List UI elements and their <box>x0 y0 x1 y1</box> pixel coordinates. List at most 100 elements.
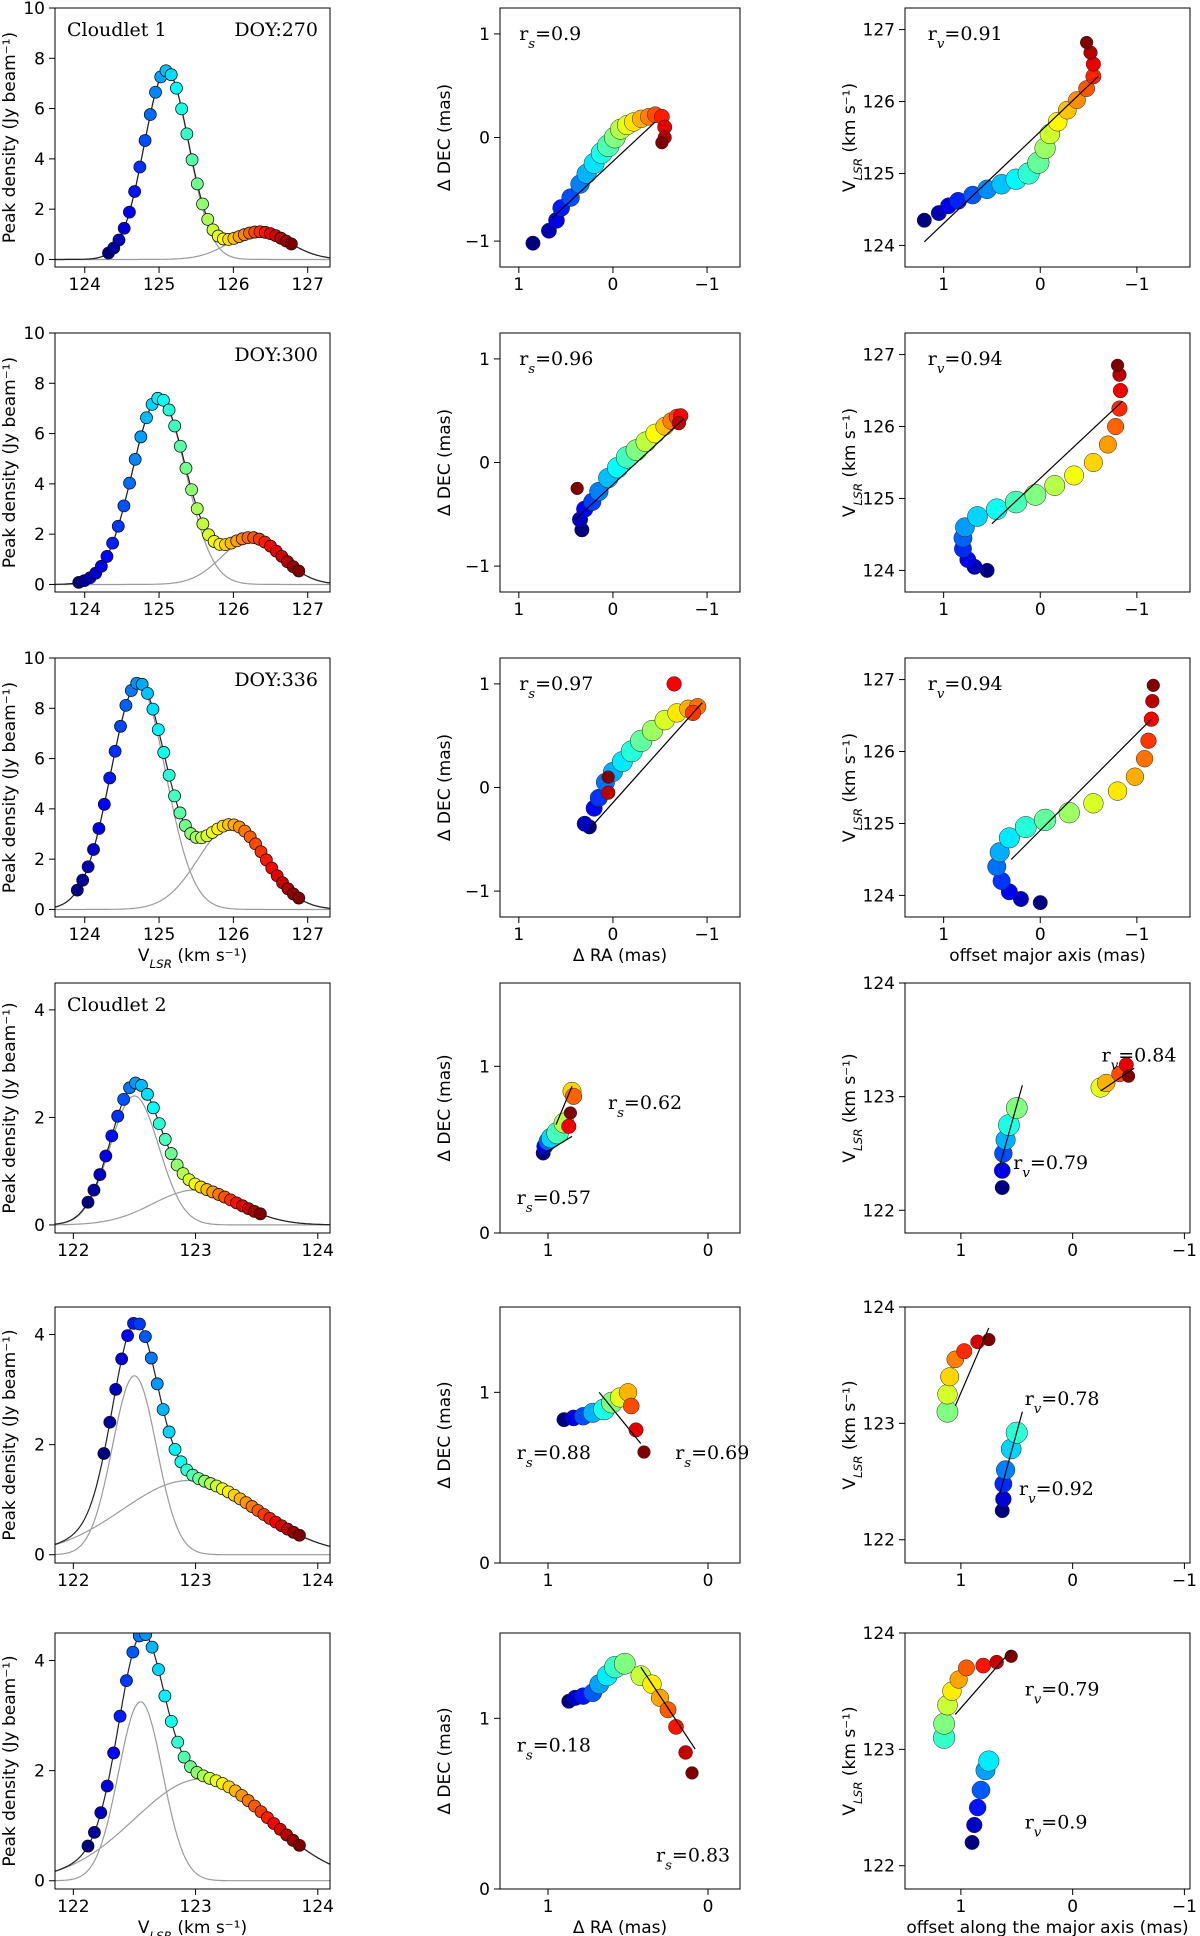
plot-frame <box>499 7 741 268</box>
plot-frame <box>499 332 741 593</box>
x-tick-label: 126 <box>217 275 249 295</box>
spectrum-point <box>88 1825 101 1839</box>
correlation-annotation: rv=0.94 <box>928 673 1003 702</box>
spot-point <box>966 1816 983 1834</box>
x-tick-label: 1 <box>955 1897 966 1917</box>
plot-frame <box>499 1306 741 1564</box>
y-tick-label: 125 <box>863 164 895 184</box>
spot-point <box>1112 382 1129 399</box>
x-tick-label: 123 <box>179 1571 211 1591</box>
y-tick-label: 1 <box>479 1709 490 1729</box>
y-axis-label: Δ DEC (mas) <box>435 1381 455 1488</box>
spectrum-point <box>138 1330 152 1344</box>
y-tick-label: 2 <box>34 1762 45 1782</box>
x-tick-label: 124 <box>69 600 101 620</box>
y-axis-label: Δ DEC (mas) <box>435 1707 455 1814</box>
y-tick-label: 127 <box>863 346 895 366</box>
plot-frame <box>54 7 331 268</box>
total-fit-line <box>55 682 330 909</box>
x-tick-label: 124 <box>302 1571 334 1591</box>
correlation-annotation: rv=0.9 <box>1025 1811 1088 1840</box>
x-tick-label: 1 <box>513 275 524 295</box>
x-axis-label: Δ RA (mas) <box>573 1918 667 1936</box>
y-tick-label: −1 <box>465 232 490 252</box>
spot-point <box>967 506 988 527</box>
y-tick-label: 0 <box>479 454 490 474</box>
y-tick-label: 122 <box>863 1531 895 1551</box>
spectrum-point <box>119 698 133 712</box>
x-tick-label: −1 <box>1124 275 1149 295</box>
linear-fit-line <box>954 1327 990 1407</box>
spot-point <box>933 1712 955 1735</box>
y-tick-label: −1 <box>465 557 490 577</box>
spot-point <box>940 1367 960 1387</box>
correlation-annotation: rs=0.88 <box>517 1442 591 1471</box>
spot-point <box>1044 475 1066 496</box>
y-tick-label: 10 <box>23 0 45 19</box>
spot-point <box>1125 767 1145 786</box>
spot-point <box>1004 1649 1018 1663</box>
y-axis-label: Δ DEC (mas) <box>435 1054 455 1161</box>
panel-12: 1 0 −1 122 123 124 VLSR (km s⁻¹) rv=0.84 rv=0.79 <box>840 974 1197 1261</box>
spectrum-point <box>185 153 199 167</box>
epoch-label: DOY:270 <box>234 19 318 41</box>
y-tick-label: 124 <box>863 886 895 906</box>
spot-point <box>1146 678 1160 692</box>
x-tick-label: −1 <box>695 925 720 945</box>
spectrum-point <box>103 1415 117 1429</box>
y-axis-label: Peak density (Jy beam⁻¹) <box>0 682 20 893</box>
y-tick-label: 0 <box>479 1554 490 1574</box>
y-tick-label: 126 <box>863 93 895 113</box>
x-axis-label: offset major axis (mas) <box>949 946 1146 966</box>
spectrum-point <box>173 439 187 453</box>
x-axis-label: VLSR (km s⁻¹) <box>138 946 247 971</box>
linear-fit-line <box>1100 1067 1135 1092</box>
y-axis-label: Peak density (Jy beam⁻¹) <box>0 1329 20 1540</box>
spot-point <box>989 1654 1004 1670</box>
linear-fit-line <box>999 1411 1023 1494</box>
x-tick-label: 122 <box>57 1571 89 1591</box>
correlation-annotation: rv=0.78 <box>1025 1388 1100 1417</box>
spot-point <box>996 1460 1016 1480</box>
spectrum-point <box>173 806 187 820</box>
spot-point <box>1014 816 1037 838</box>
spectrum-point <box>168 419 182 433</box>
spot-point <box>986 498 1008 521</box>
x-tick-label: 127 <box>291 275 323 295</box>
spot-point <box>655 136 669 150</box>
spot-point <box>995 1490 1012 1508</box>
y-tick-label: 0 <box>34 575 45 595</box>
spectrum-point <box>185 483 199 497</box>
spot-point <box>1024 484 1047 506</box>
y-tick-label: 0 <box>479 129 490 149</box>
spot-point <box>685 1766 699 1780</box>
x-tick-label: 125 <box>143 925 175 945</box>
plot-frame <box>54 332 331 593</box>
x-tick-label: 0 <box>1067 1571 1078 1591</box>
spectrum-point <box>143 108 157 121</box>
spectrum-point <box>196 517 210 531</box>
x-tick-label: 1 <box>513 600 524 620</box>
gaussian-component-1 <box>55 1375 330 1556</box>
plot-frame <box>54 657 331 918</box>
y-tick-label: 1 <box>479 1057 490 1077</box>
y-tick-label: 124 <box>863 1298 895 1318</box>
y-tick-label: 2 <box>34 1436 45 1456</box>
linear-fit-line <box>991 400 1123 525</box>
panel-11: 1 0 0 1 Δ DEC (mas) rs=0.62 rs=0.57 <box>435 982 741 1261</box>
gaussian-component-1 <box>55 683 330 911</box>
panel-5: 1 0 −1 −1 0 1 Δ DEC (mas) rs=0.96 <box>435 332 741 620</box>
y-tick-label: 2 <box>34 850 45 870</box>
spectrum-point <box>171 1735 185 1749</box>
x-tick-label: 1 <box>543 1241 554 1261</box>
spectrum-point <box>253 1207 267 1221</box>
x-tick-label: 127 <box>291 600 323 620</box>
spectrum-point <box>107 1746 121 1760</box>
spectrum-point <box>144 1351 158 1365</box>
spectrum-point <box>99 1149 113 1163</box>
y-tick-label: 123 <box>863 1088 895 1108</box>
spectrum-point <box>111 1109 125 1123</box>
correlation-annotation: rs=0.96 <box>519 348 593 377</box>
